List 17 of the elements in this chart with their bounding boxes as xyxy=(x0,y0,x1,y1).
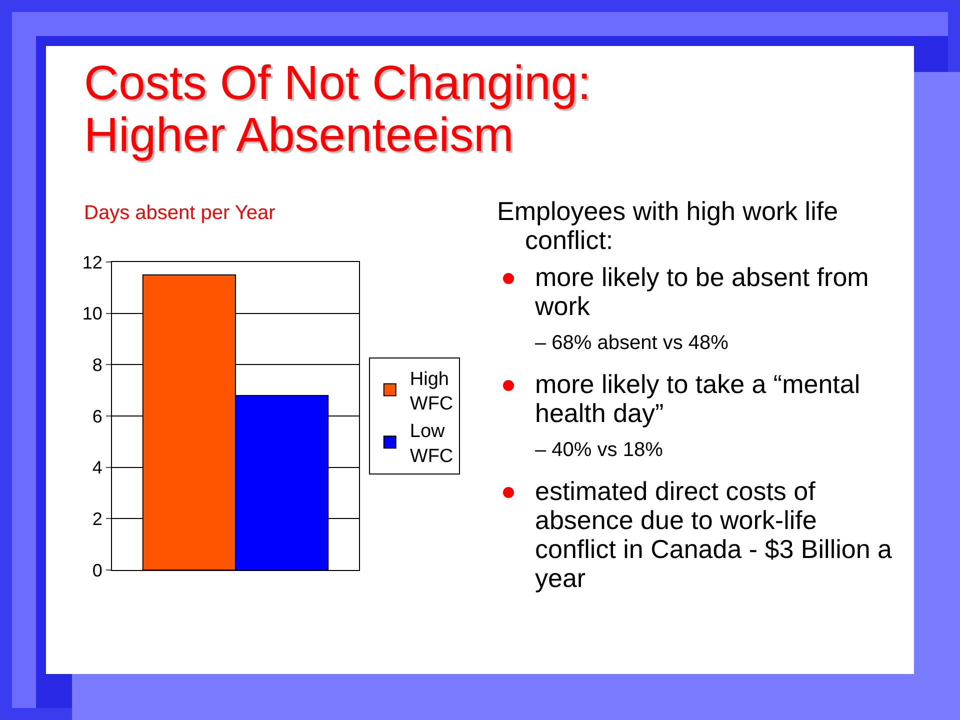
y-tick-label: 12 xyxy=(82,252,102,272)
legend-label: High WFC xyxy=(410,368,454,414)
text: more likely to take a “mental health day” xyxy=(535,369,860,428)
text: – 68% absent vs 48% xyxy=(535,332,728,354)
y-tick-label: 6 xyxy=(92,406,102,426)
text: more likely to be absent from work xyxy=(535,262,869,321)
chart-title: Costs Of Not Changing: Higher Absenteeism xyxy=(84,57,591,162)
text: – 40% vs 18% xyxy=(535,439,663,461)
y-tick-label: 8 xyxy=(92,354,102,375)
y-tick-label: 2 xyxy=(92,508,102,529)
text: Employees with high work life conflict: xyxy=(497,196,840,255)
y-tick-label: 0 xyxy=(92,560,102,580)
legend-label: Low WFC xyxy=(410,421,454,467)
y-tick-label: 10 xyxy=(82,304,102,324)
text: estimated direct costs of absence due to work-life conflict in Canada - $3 Billion a year xyxy=(535,476,892,593)
chart-subtitle: Days absent per Year xyxy=(84,202,276,225)
y-tick-label: 4 xyxy=(92,458,102,478)
